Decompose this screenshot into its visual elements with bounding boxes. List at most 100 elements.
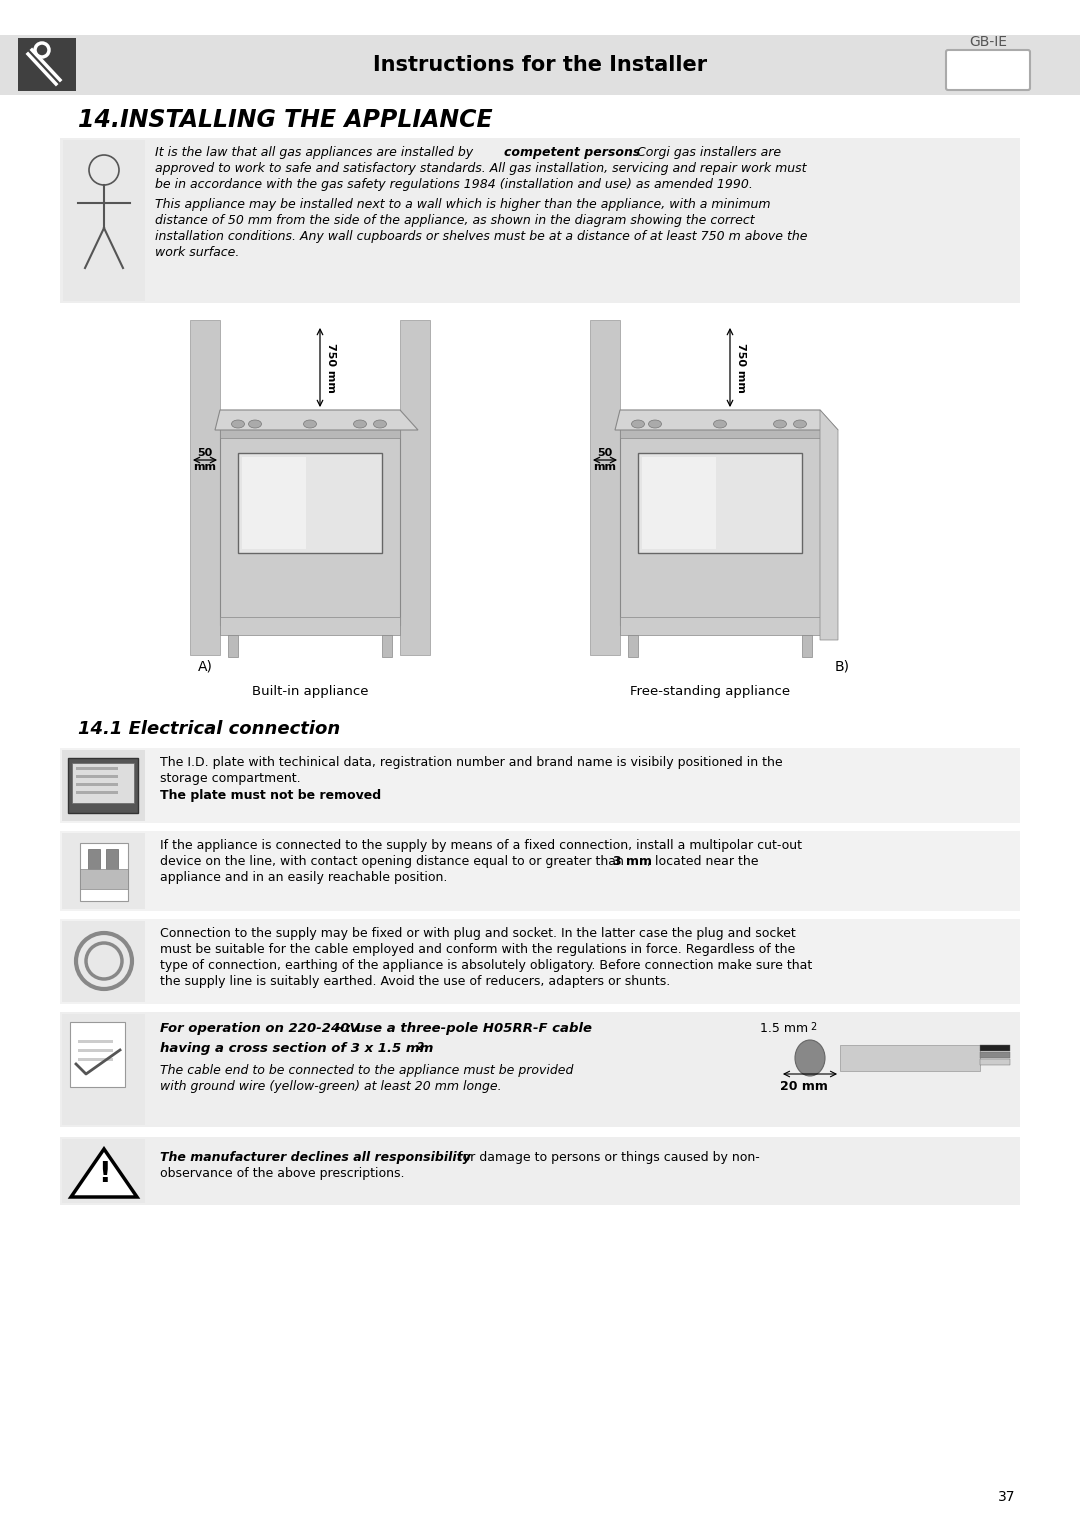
Text: with ground wire (yellow-green) at least 20 mm longe.: with ground wire (yellow-green) at least…	[160, 1080, 501, 1093]
Bar	[220, 411, 400, 438]
Text: having a cross section of 3 x 1.5 mm: having a cross section of 3 x 1.5 mm	[160, 1041, 433, 1055]
Text: 2: 2	[417, 1041, 424, 1052]
Text: For operation on 220-240V: For operation on 220-240V	[160, 1022, 360, 1035]
Text: device on the line, with contact opening distance equal to or greater than: device on the line, with contact opening…	[160, 855, 627, 867]
Bar	[80, 843, 129, 901]
Text: 14.1 Electrical connection: 14.1 Electrical connection	[78, 721, 340, 738]
Text: 50: 50	[198, 447, 213, 458]
Bar	[62, 1139, 145, 1203]
Text: 2: 2	[810, 1022, 816, 1032]
Text: .: .	[360, 789, 364, 802]
Text: must be suitable for the cable employed and conform with the regulations in forc: must be suitable for the cable employed …	[160, 944, 795, 956]
Text: A): A)	[198, 660, 213, 673]
Bar	[382, 635, 392, 657]
Bar	[400, 321, 430, 655]
Bar	[242, 457, 306, 550]
Text: Built-in appliance: Built-in appliance	[252, 686, 368, 698]
Bar	[60, 1012, 1020, 1127]
Polygon shape	[215, 411, 418, 431]
Bar	[0, 0, 1080, 35]
Polygon shape	[820, 411, 838, 640]
Bar	[60, 831, 1020, 912]
Bar	[72, 764, 134, 803]
Text: distance of 50 mm from the side of the appliance, as shown in the diagram showin: distance of 50 mm from the side of the a…	[156, 214, 755, 228]
Text: 50: 50	[597, 447, 612, 458]
Text: installation conditions. Any wall cupboards or shelves must be at a distance of : installation conditions. Any wall cupboa…	[156, 231, 808, 243]
Bar	[980, 1052, 1010, 1058]
Ellipse shape	[773, 420, 786, 428]
Text: mm: mm	[594, 463, 617, 472]
Bar	[87, 849, 100, 869]
Text: 1.5 mm: 1.5 mm	[760, 1022, 808, 1035]
Text: ~: ~	[334, 1022, 346, 1035]
Text: 14.INSTALLING THE APPLIANCE: 14.INSTALLING THE APPLIANCE	[78, 108, 492, 131]
Polygon shape	[71, 1148, 137, 1197]
Text: Instructions for the Installer: Instructions for the Installer	[373, 55, 707, 75]
Bar	[75, 1026, 121, 1083]
Bar	[78, 1049, 113, 1052]
Bar	[840, 1044, 980, 1070]
Text: 750 mm: 750 mm	[326, 342, 336, 392]
Text: type of connection, earthing of the appliance is absolutely obligatory. Before c: type of connection, earthing of the appl…	[160, 959, 812, 973]
Bar	[980, 1060, 1010, 1064]
Bar	[62, 834, 145, 909]
Bar	[590, 321, 620, 655]
Ellipse shape	[648, 420, 661, 428]
Text: 750 mm: 750 mm	[735, 342, 746, 392]
Text: competent persons: competent persons	[504, 147, 640, 159]
Text: The manufacturer declines all responsibility: The manufacturer declines all responsibi…	[160, 1151, 471, 1164]
Text: It is the law that all gas appliances are installed by: It is the law that all gas appliances ar…	[156, 147, 477, 159]
Ellipse shape	[231, 420, 244, 428]
Text: , located near the: , located near the	[647, 855, 758, 867]
Bar	[106, 849, 118, 869]
Bar	[228, 635, 238, 657]
Ellipse shape	[794, 420, 807, 428]
Bar	[627, 635, 638, 657]
Ellipse shape	[795, 1040, 825, 1077]
Bar	[802, 635, 812, 657]
Text: for damage to persons or things caused by non-: for damage to persons or things caused b…	[454, 1151, 759, 1164]
Text: 37: 37	[998, 1490, 1015, 1504]
Text: work surface.: work surface.	[156, 246, 240, 260]
Text: B): B)	[835, 660, 850, 673]
Bar	[78, 1040, 113, 1043]
Bar	[980, 1044, 1010, 1051]
Bar	[68, 757, 138, 812]
Polygon shape	[615, 411, 838, 431]
Bar	[620, 617, 820, 635]
Bar	[238, 454, 382, 553]
Text: 3 mm: 3 mm	[613, 855, 652, 867]
Bar	[620, 411, 820, 625]
Bar	[76, 791, 118, 794]
Text: storage compartment.: storage compartment.	[160, 773, 300, 785]
Text: GB-IE: GB-IE	[969, 35, 1007, 49]
Bar	[63, 140, 145, 301]
Text: observance of the above prescriptions.: observance of the above prescriptions.	[160, 1167, 405, 1180]
Bar	[220, 411, 400, 625]
Text: The I.D. plate with techinical data, registration number and brand name is visib: The I.D. plate with techinical data, reg…	[160, 756, 783, 770]
Text: approved to work to safe and satisfactory standards. All gas installation, servi: approved to work to safe and satisfactor…	[156, 162, 807, 176]
Text: Free-standing appliance: Free-standing appliance	[630, 686, 791, 698]
Ellipse shape	[303, 420, 316, 428]
Text: the supply line is suitably earthed. Avoid the use of reducers, adapters or shun: the supply line is suitably earthed. Avo…	[160, 976, 671, 988]
Bar	[70, 1022, 125, 1087]
Text: mm: mm	[193, 463, 216, 472]
Bar	[190, 321, 220, 655]
Text: . Corgi gas installers are: . Corgi gas installers are	[629, 147, 781, 159]
Text: appliance and in an easily reachable position.: appliance and in an easily reachable pos…	[160, 870, 447, 884]
Ellipse shape	[248, 420, 261, 428]
Text: be in accordance with the gas safety regulations 1984 (installation and use) as : be in accordance with the gas safety reg…	[156, 179, 753, 191]
Ellipse shape	[632, 420, 645, 428]
Bar	[80, 869, 129, 889]
Bar	[60, 748, 1020, 823]
Bar	[76, 783, 118, 786]
Bar	[62, 1014, 145, 1125]
Bar	[18, 38, 76, 92]
Bar	[620, 411, 820, 438]
Bar	[638, 454, 802, 553]
Ellipse shape	[353, 420, 366, 428]
Text: 20 mm: 20 mm	[780, 1080, 828, 1093]
FancyBboxPatch shape	[946, 50, 1030, 90]
Bar	[220, 617, 400, 635]
Bar	[62, 921, 145, 1002]
